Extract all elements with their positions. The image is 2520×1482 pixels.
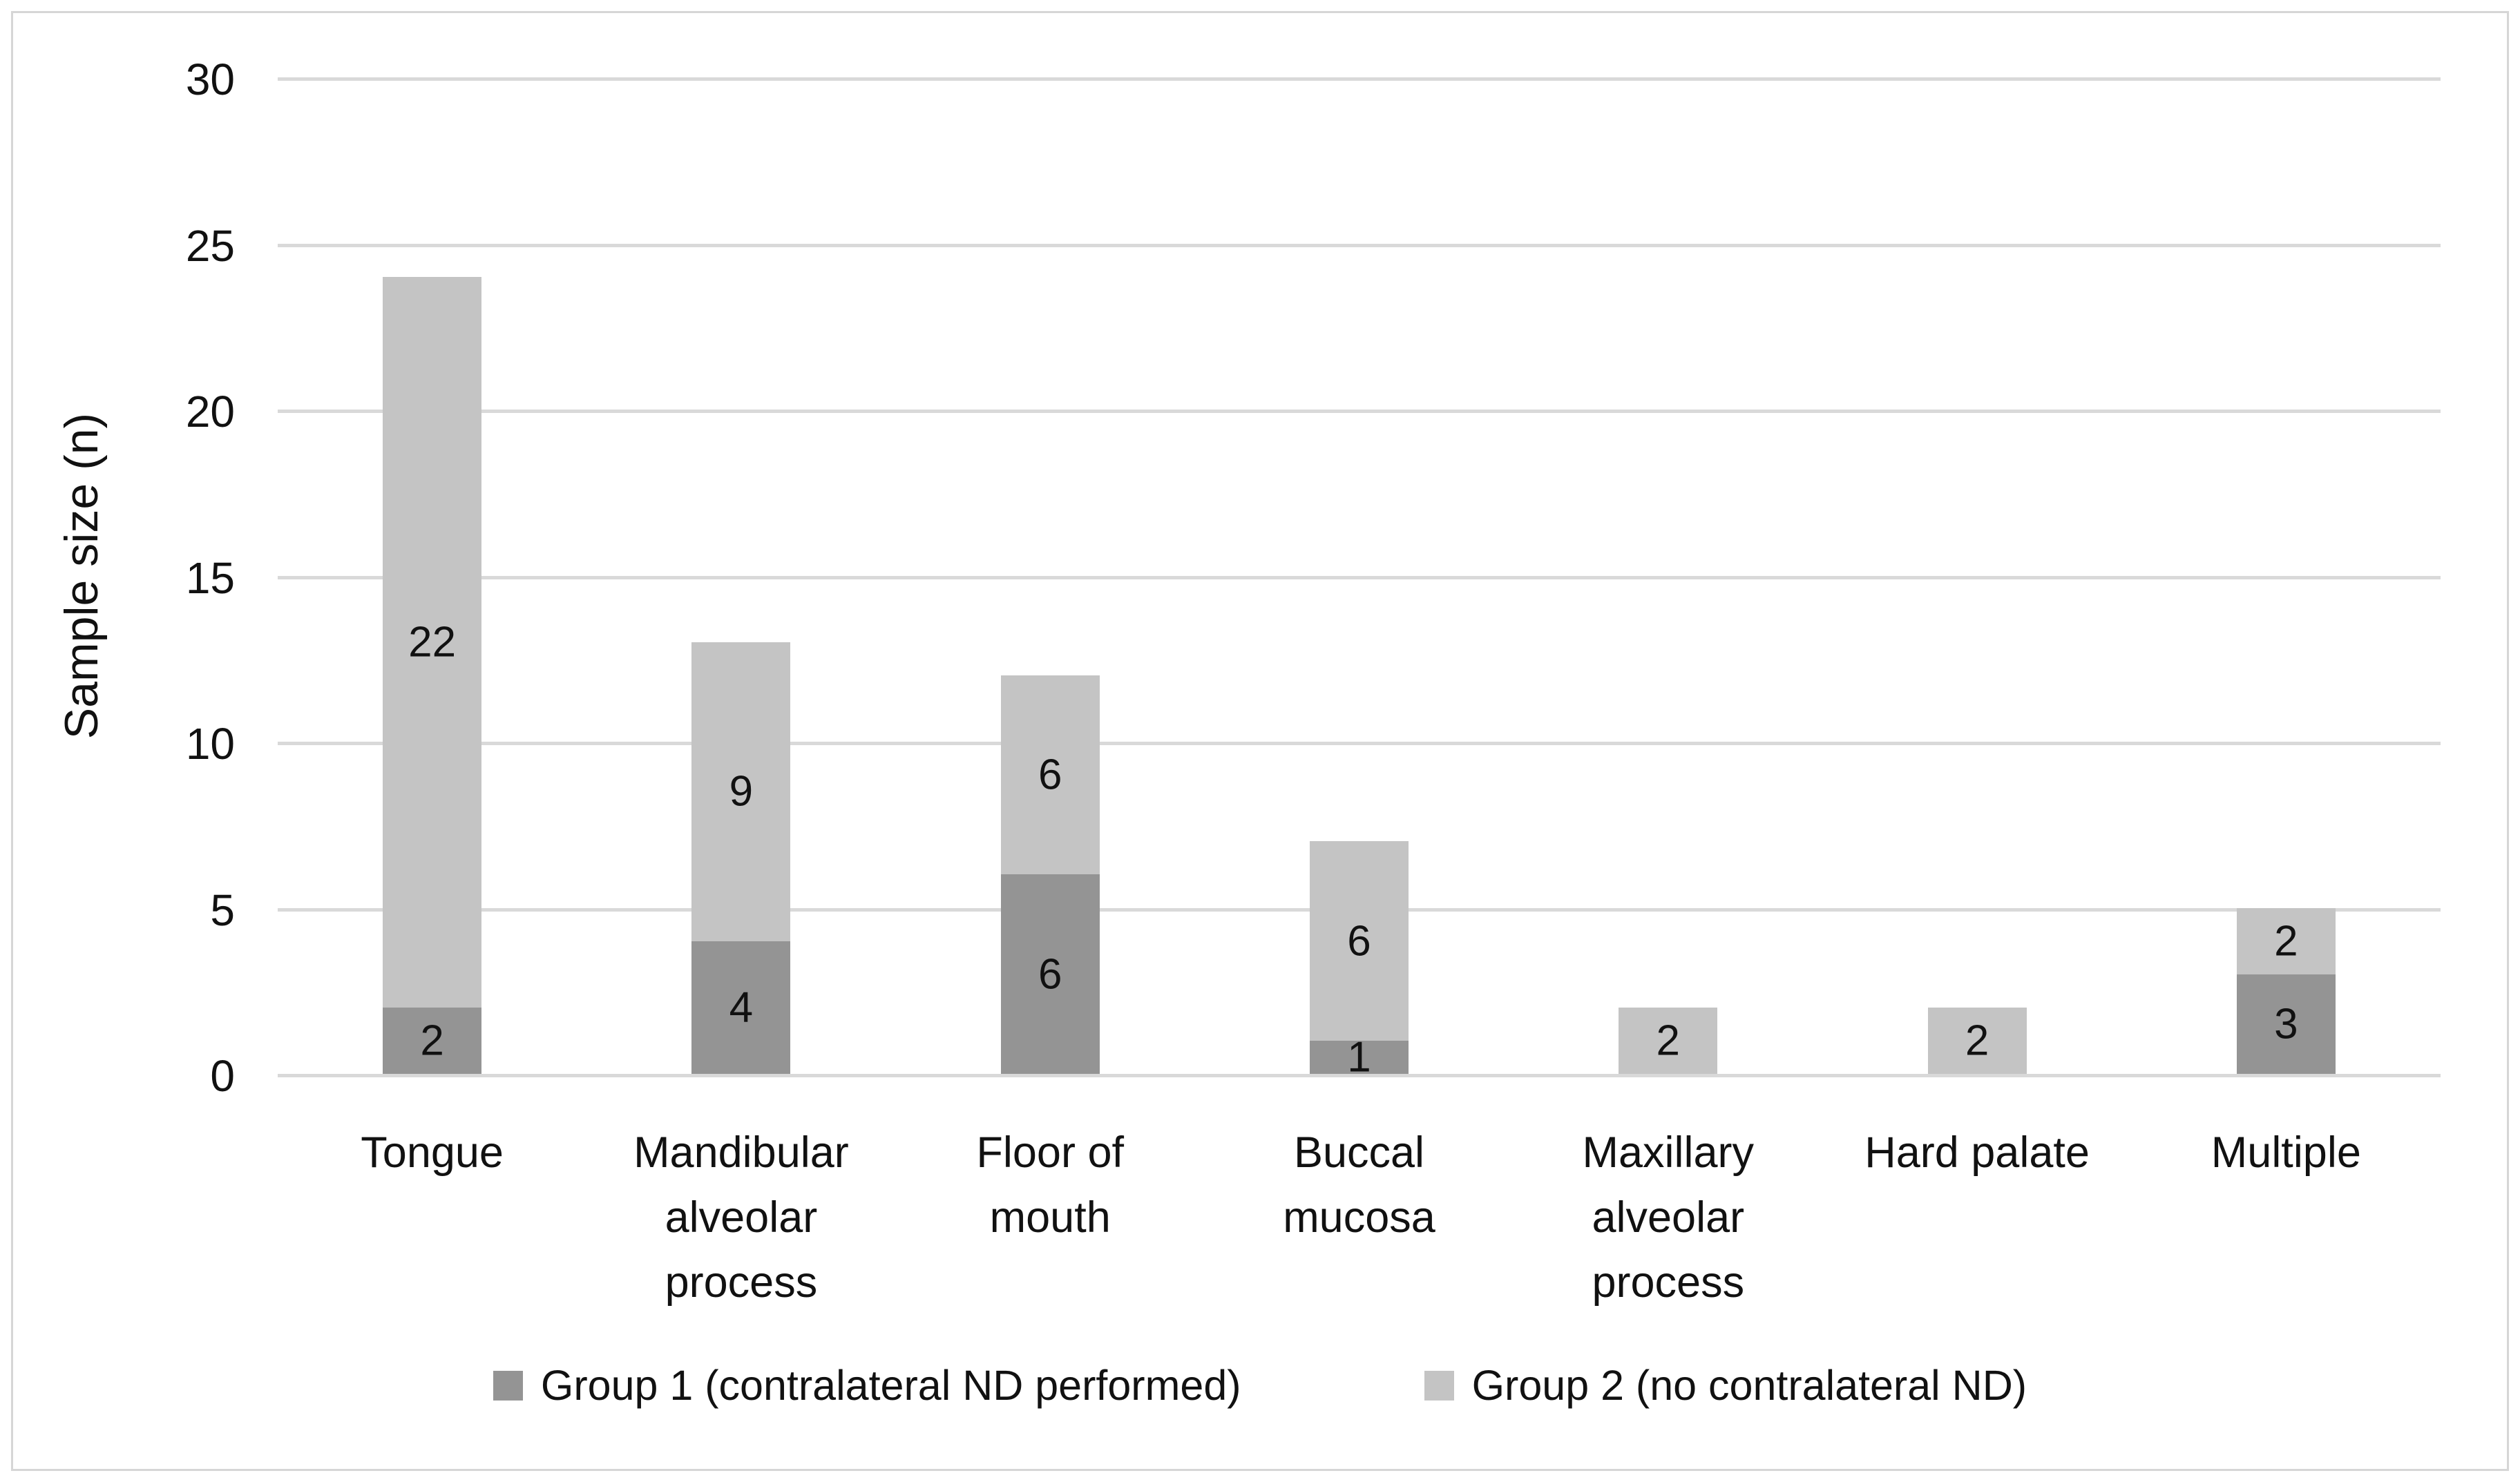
bar-segment-group-2-tongue (383, 276, 482, 1008)
bar-value-label: 2 (2274, 917, 2298, 965)
bar-value-label: 2 (420, 1017, 444, 1065)
bar-value-label: 6 (1038, 751, 1062, 799)
bar-segment-group-2-buccal-mucosa (1310, 841, 1409, 1041)
x-axis-category-label-tongue: Tongue (361, 1128, 504, 1177)
legend-label: Group 1 (contralateral ND performed) (540, 1362, 1241, 1409)
bar-value-label: 2 (1656, 1017, 1681, 1065)
gridline-0 (278, 1074, 2441, 1077)
bar-segment-group-1-buccal-mucosa (1310, 1040, 1409, 1074)
bar-segment-group-2-hard-palate (1927, 1007, 2027, 1074)
bar-segment-group-1-mandibular-alveolar-process (691, 941, 791, 1074)
bar-value-label: 2 (1965, 1017, 1989, 1065)
bar-value-label: 6 (1038, 950, 1062, 999)
bar-value-label: 6 (1347, 917, 1371, 965)
legend-swatch-icon (493, 1370, 523, 1401)
bar-segment-group-2-mandibular-alveolar-process (691, 642, 791, 941)
legend-entry-group-2: Group 2 (no contralateral ND) (1424, 1361, 2027, 1409)
bar-value-label: 9 (729, 767, 754, 816)
bar-value-label: 3 (2274, 1000, 2298, 1048)
gridline-20 (278, 410, 2441, 413)
gridline-15 (278, 575, 2441, 579)
bar-value-label: 1 (1347, 1033, 1371, 1081)
x-axis-category-label-maxillary-alveolar-process: Maxillary alveolar process (1582, 1128, 1755, 1307)
bar-segment-group-2-maxillary-alveolar-process (1619, 1007, 1718, 1074)
x-axis-category-label-hard-palate: Hard palate (1864, 1128, 2090, 1177)
legend-swatch-icon (1424, 1370, 1454, 1401)
legend-label: Group 2 (no contralateral ND) (1471, 1362, 2027, 1409)
y-axis-tick-label: 30 (185, 55, 235, 104)
y-axis-tick-label: 5 (210, 885, 235, 935)
bar-segment-group-2-floor-of-mouth (1000, 675, 1100, 875)
bar-segment-group-1-floor-of-mouth (1000, 874, 1100, 1074)
bar-segment-group-2-multiple (2236, 907, 2336, 974)
legend: Group 1 (contralateral ND performed) Grou… (0, 1358, 2520, 1413)
legend-entry-group-1: Group 1 (contralateral ND performed) (493, 1361, 1241, 1409)
x-axis-category-label-mandibular-alveolar-process: Mandibular alveolar process (633, 1128, 849, 1307)
y-axis-tick-label: 15 (185, 552, 235, 603)
y-axis-tick-label: 0 (210, 1051, 235, 1101)
gridline-30 (278, 77, 2441, 81)
x-axis-category-label-buccal-mucosa: Buccal mucosa (1283, 1128, 1435, 1242)
bar-value-label: 22 (408, 618, 457, 666)
gridline-10 (278, 742, 2441, 745)
bar-value-label: 4 (729, 983, 754, 1032)
y-axis-tick-label: 25 (185, 220, 235, 271)
bar-segment-group-1-tongue (383, 1007, 482, 1074)
y-axis-tick-label: 20 (185, 387, 235, 436)
bar-segment-group-1-multiple (2236, 974, 2336, 1074)
x-axis-category-label-floor-of-mouth: Floor of mouth (976, 1128, 1124, 1242)
gridline-25 (278, 243, 2441, 247)
x-axis-category-label-multiple: Multiple (2211, 1128, 2361, 1177)
y-axis-tick-label: 10 (185, 719, 235, 769)
